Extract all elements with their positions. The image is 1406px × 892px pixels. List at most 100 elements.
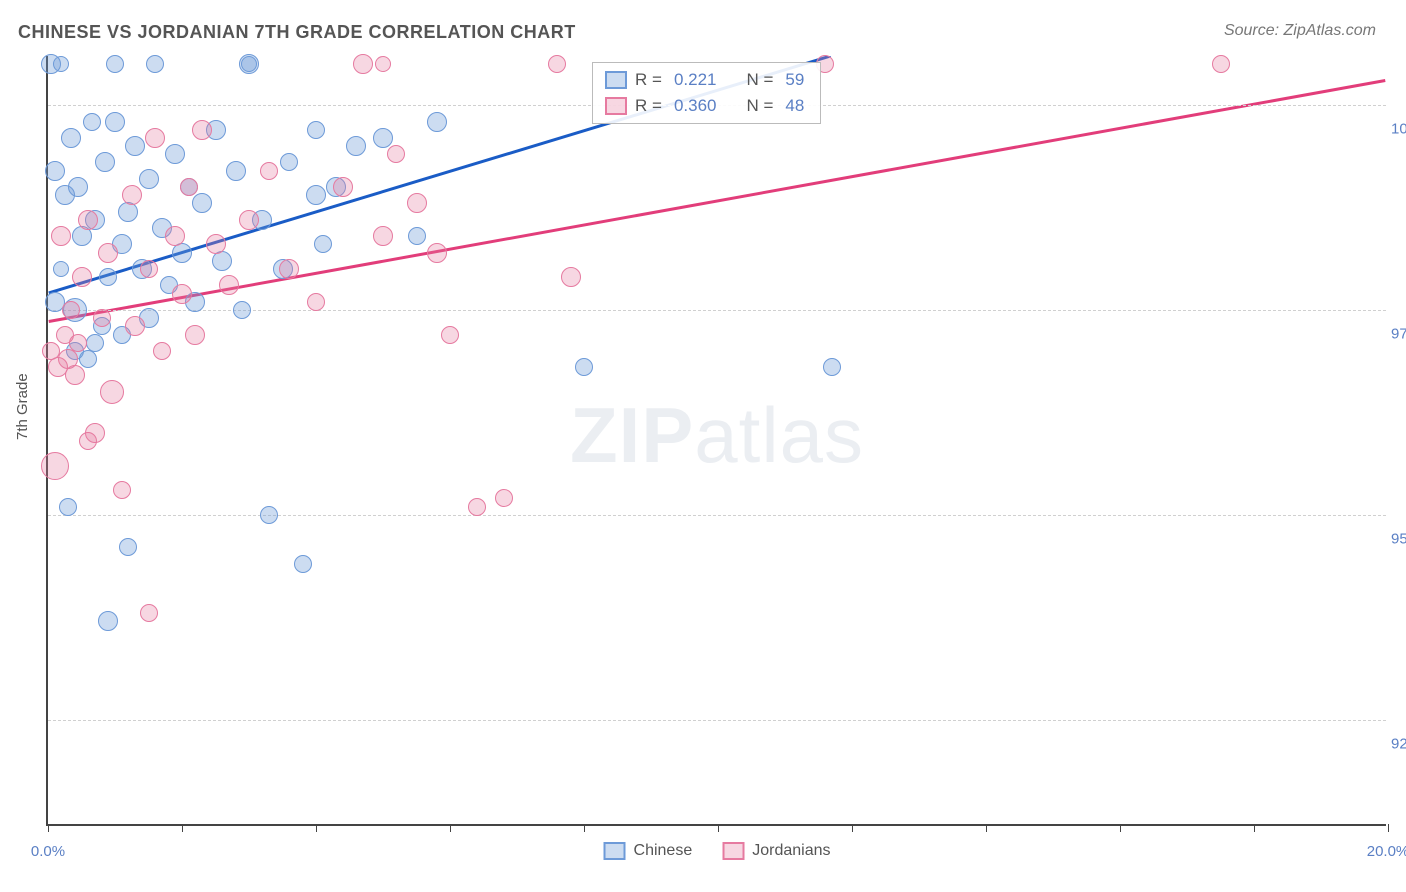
x-tick-label: 0.0% — [31, 843, 65, 860]
n-label: N = — [746, 70, 773, 90]
scatter-point — [561, 267, 581, 287]
x-tick — [1388, 824, 1389, 832]
scatter-point — [185, 325, 205, 345]
x-tick — [1254, 824, 1255, 832]
y-axis-label: 7th Grade — [14, 373, 31, 440]
scatter-point — [219, 275, 239, 295]
scatter-point — [69, 334, 87, 352]
scatter-point — [172, 284, 192, 304]
scatter-point — [468, 498, 486, 516]
scatter-point — [125, 316, 145, 336]
x-tick — [48, 824, 49, 832]
scatter-point — [41, 452, 69, 480]
scatter-point — [495, 489, 513, 507]
scatter-point — [119, 538, 137, 556]
scatter-point — [441, 326, 459, 344]
scatter-point — [165, 226, 185, 246]
scatter-point — [427, 112, 447, 132]
scatter-point — [139, 169, 159, 189]
scatter-point — [113, 481, 131, 499]
scatter-point — [575, 358, 593, 376]
scatter-point — [153, 342, 171, 360]
scatter-point — [146, 55, 164, 73]
scatter-point — [93, 309, 111, 327]
scatter-point — [375, 56, 391, 72]
scatter-point — [260, 162, 278, 180]
r-value: 0.360 — [674, 96, 717, 116]
scatter-point — [239, 210, 259, 230]
scatter-point — [407, 193, 427, 213]
series-name: Chinese — [634, 842, 693, 860]
watermark-zip: ZIP — [570, 391, 694, 479]
scatter-point — [53, 56, 69, 72]
scatter-point — [294, 555, 312, 573]
scatter-point — [373, 128, 393, 148]
scatter-point — [408, 227, 426, 245]
scatter-point — [823, 358, 841, 376]
scatter-point — [61, 128, 81, 148]
scatter-point — [78, 210, 98, 230]
r-label: R = — [635, 96, 662, 116]
scatter-point — [307, 121, 325, 139]
n-value: 48 — [785, 96, 804, 116]
plot-area: ZIPatlas 92.5%95.0%97.5%100.0%0.0%20.0%R… — [46, 56, 1386, 826]
scatter-point — [226, 161, 246, 181]
scatter-point — [68, 177, 88, 197]
scatter-point — [125, 136, 145, 156]
stats-legend-row: R = 0.221 N = 59 — [605, 67, 808, 93]
scatter-point — [122, 185, 142, 205]
scatter-point — [1212, 55, 1230, 73]
x-tick — [986, 824, 987, 832]
scatter-point — [51, 226, 71, 246]
scatter-point — [83, 113, 101, 131]
scatter-point — [45, 161, 65, 181]
y-tick-label: 95.0% — [1391, 530, 1406, 547]
scatter-point — [100, 380, 124, 404]
scatter-point — [165, 144, 185, 164]
n-value: 59 — [785, 70, 804, 90]
y-tick-label: 100.0% — [1391, 121, 1406, 138]
legend-swatch — [604, 842, 626, 860]
scatter-point — [105, 112, 125, 132]
scatter-point — [427, 243, 447, 263]
scatter-point — [241, 56, 257, 72]
x-tick — [316, 824, 317, 832]
y-tick-label: 92.5% — [1391, 735, 1406, 752]
stats-legend: R =0.221N =59R =0.360N =48 — [592, 62, 821, 124]
scatter-point — [206, 234, 226, 254]
gridline — [48, 720, 1386, 721]
legend-swatch — [722, 842, 744, 860]
trend-lines — [48, 56, 1386, 824]
scatter-point — [180, 178, 198, 196]
x-tick — [450, 824, 451, 832]
scatter-point — [192, 120, 212, 140]
series-legend-item: Jordanians — [722, 842, 830, 860]
scatter-point — [85, 423, 105, 443]
series-legend-item: Chinese — [604, 842, 693, 860]
scatter-point — [53, 261, 69, 277]
r-value: 0.221 — [674, 70, 717, 90]
scatter-point — [98, 243, 118, 263]
x-tick — [1120, 824, 1121, 832]
watermark-rest: atlas — [694, 391, 864, 479]
scatter-point — [59, 498, 77, 516]
x-tick — [584, 824, 585, 832]
scatter-point — [260, 506, 278, 524]
series-name: Jordanians — [752, 842, 830, 860]
scatter-point — [314, 235, 332, 253]
scatter-point — [280, 153, 298, 171]
scatter-point — [79, 350, 97, 368]
scatter-point — [98, 611, 118, 631]
gridline — [48, 515, 1386, 516]
x-tick-label: 20.0% — [1367, 843, 1406, 860]
scatter-point — [99, 268, 117, 286]
scatter-point — [333, 177, 353, 197]
scatter-point — [346, 136, 366, 156]
r-label: R = — [635, 70, 662, 90]
source-label: Source: ZipAtlas.com — [1224, 22, 1376, 40]
y-tick-label: 97.5% — [1391, 325, 1406, 342]
stats-legend-row: R =0.360N =48 — [605, 93, 808, 119]
scatter-point — [72, 267, 92, 287]
scatter-point — [373, 226, 393, 246]
scatter-point — [62, 301, 80, 319]
